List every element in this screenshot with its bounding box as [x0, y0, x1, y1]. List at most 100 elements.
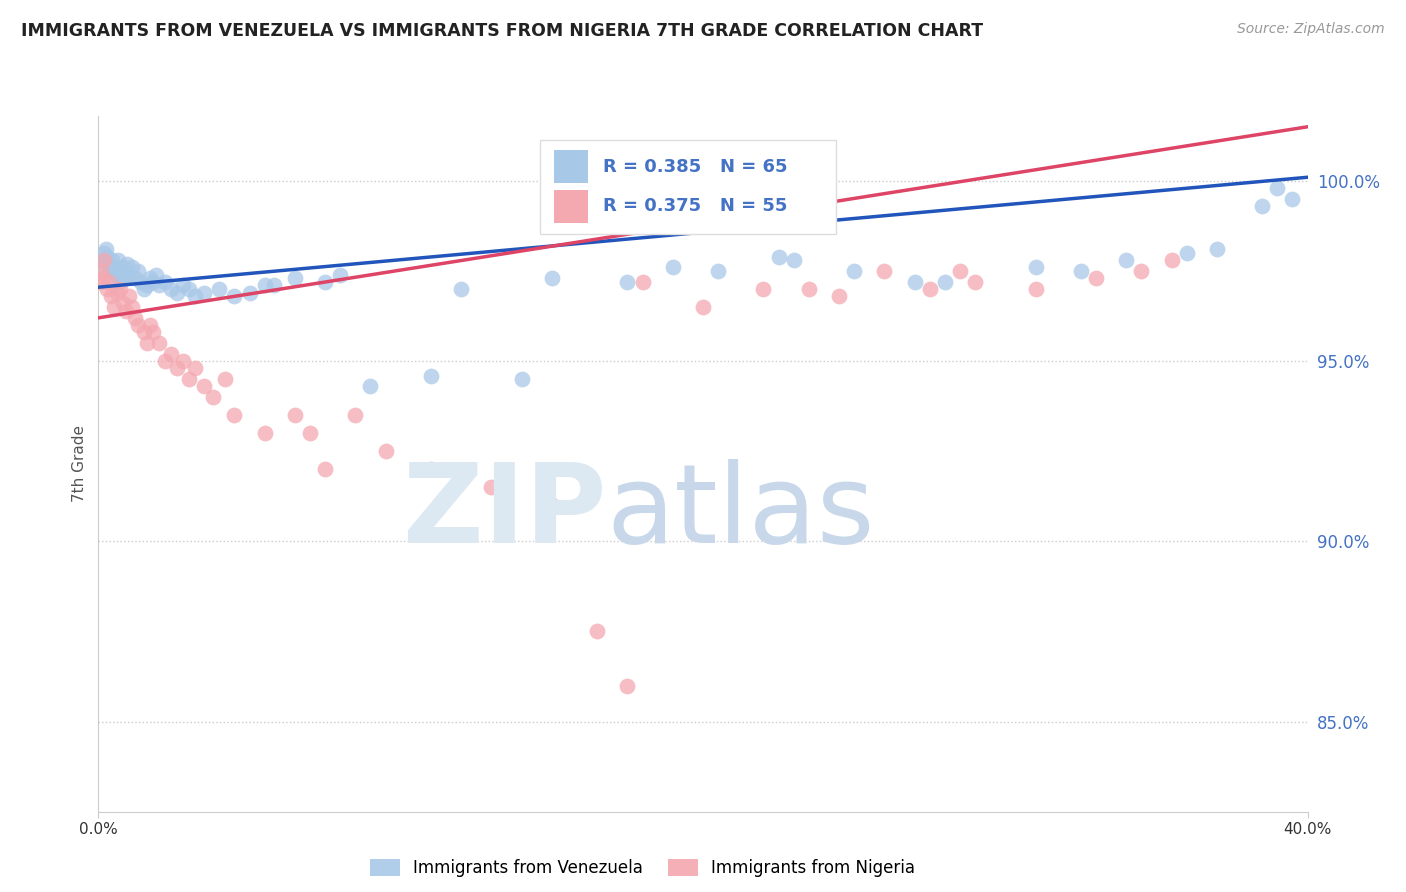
Point	[1206, 243, 1229, 257]
Point	[179, 282, 201, 296]
FancyBboxPatch shape	[540, 140, 837, 235]
Point	[1085, 271, 1108, 285]
Y-axis label: 7th Grade: 7th Grade	[72, 425, 87, 502]
Point	[142, 325, 165, 339]
Point	[121, 260, 143, 275]
Point	[692, 300, 714, 314]
Point	[132, 325, 155, 339]
Point	[160, 347, 183, 361]
Point	[121, 300, 143, 314]
Point	[166, 361, 188, 376]
Point	[108, 275, 131, 289]
Point	[105, 285, 128, 300]
Point	[148, 278, 170, 293]
Point	[844, 264, 866, 278]
Point	[214, 372, 236, 386]
Point	[91, 253, 114, 268]
Point	[918, 282, 941, 296]
Point	[797, 282, 820, 296]
Point	[103, 300, 125, 314]
Point	[142, 275, 165, 289]
Point	[160, 282, 183, 296]
Point	[101, 253, 124, 268]
Point	[103, 260, 125, 275]
Point	[263, 278, 285, 293]
Point	[114, 303, 136, 318]
Point	[284, 408, 307, 422]
Point	[184, 361, 207, 376]
Point	[111, 296, 134, 310]
Point	[1024, 282, 1046, 296]
Text: R = 0.375   N = 55: R = 0.375 N = 55	[603, 197, 787, 215]
Point	[93, 253, 115, 268]
Point	[118, 289, 141, 303]
Point	[616, 679, 638, 693]
Point	[89, 275, 111, 289]
Point	[873, 264, 896, 278]
Point	[193, 379, 215, 393]
Point	[202, 390, 225, 404]
Point	[420, 462, 443, 476]
Point	[139, 271, 162, 285]
Point	[314, 462, 336, 476]
Point	[90, 260, 112, 275]
Point	[299, 426, 322, 441]
Point	[768, 250, 790, 264]
Point	[284, 271, 307, 285]
Point	[239, 285, 262, 300]
Point	[129, 275, 152, 289]
Point	[184, 289, 207, 303]
Point	[1160, 253, 1182, 268]
Point	[1281, 192, 1303, 206]
Point	[148, 336, 170, 351]
Point	[90, 264, 112, 278]
Point	[105, 264, 128, 278]
Point	[98, 275, 121, 289]
Point	[132, 282, 155, 296]
Point	[166, 285, 188, 300]
Text: ZIP: ZIP	[404, 459, 606, 566]
Point	[661, 260, 683, 275]
Point	[828, 289, 851, 303]
Point	[108, 282, 131, 296]
Point	[94, 243, 117, 257]
Point	[124, 310, 146, 325]
Legend: Immigrants from Venezuela, Immigrants from Nigeria: Immigrants from Venezuela, Immigrants fr…	[363, 852, 922, 883]
Point	[112, 271, 135, 285]
Point	[208, 282, 231, 296]
Point	[111, 260, 134, 275]
Point	[707, 264, 730, 278]
Point	[1024, 260, 1046, 275]
Point	[104, 268, 127, 282]
Point	[127, 264, 149, 278]
Point	[139, 318, 162, 332]
Point	[124, 271, 146, 285]
Point	[904, 275, 927, 289]
Point	[172, 354, 194, 368]
Point	[782, 253, 804, 268]
Point	[153, 275, 176, 289]
Point	[135, 278, 157, 293]
Point	[510, 372, 533, 386]
Point	[115, 257, 138, 271]
Bar	[554, 190, 588, 223]
Point	[949, 264, 972, 278]
Bar	[554, 150, 588, 184]
Point	[1267, 181, 1289, 195]
Point	[96, 250, 118, 264]
Point	[91, 271, 114, 285]
Point	[153, 354, 176, 368]
Point	[616, 275, 638, 289]
Point	[100, 289, 122, 303]
Point	[118, 268, 141, 282]
Point	[107, 253, 129, 268]
Point	[540, 498, 562, 512]
Point	[253, 278, 276, 293]
Point	[1130, 264, 1153, 278]
Point	[1115, 253, 1137, 268]
Point	[314, 275, 336, 289]
Point	[179, 372, 201, 386]
Point	[110, 268, 132, 282]
Point	[172, 278, 194, 293]
Point	[450, 282, 472, 296]
